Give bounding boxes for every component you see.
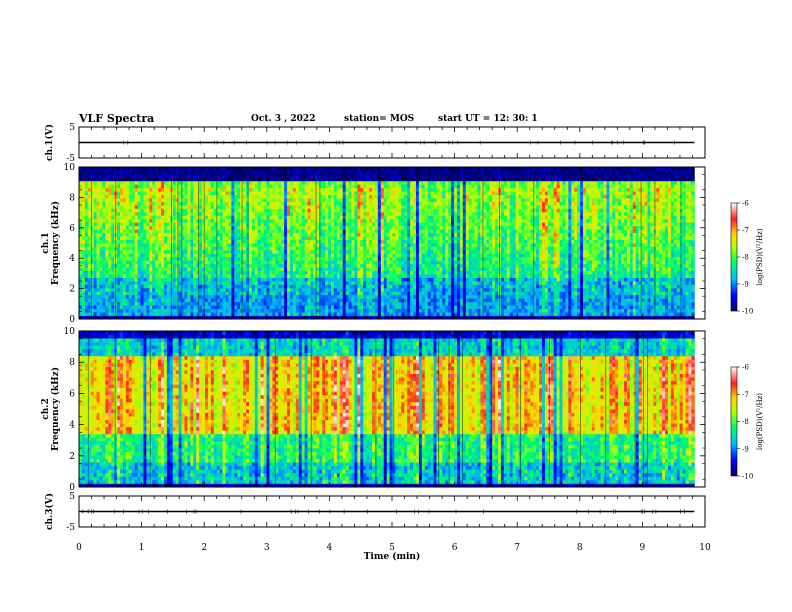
y-axis-label: Frequency (kHz) [50,367,61,451]
x-tick-label: 3 [264,543,270,553]
chart-title: VLF Spectra [79,112,155,125]
colorbar-tick-label: -8 [742,254,749,262]
x-tick-label: 0 [76,543,82,553]
colorbar [730,202,738,312]
colorbar-label: log(PSD)(V²/Hz) [756,393,764,450]
y-tick-label: 4 [69,254,75,264]
colorbar-tick-label: -9 [742,281,749,289]
y-tick-label: 2 [69,452,75,462]
colorbar-tick-label: -6 [742,364,749,372]
x-tick-label: 8 [577,543,583,553]
spectrogram-cells-ch1 [79,167,695,320]
y-tick-label: -5 [66,523,75,533]
x-tick-label: 6 [452,543,458,553]
y-tick-label: 10 [64,163,76,173]
colorbar-tick-label: -10 [742,308,753,316]
spectrogram-cells-ch2 [79,331,695,488]
y-tick-label: -5 [66,154,75,164]
header-date: Oct. 3 , 2022 [251,114,316,124]
y-tick-label: 5 [69,123,75,133]
y-tick-label: 4 [69,421,75,431]
colorbar-tick-label: -9 [742,445,749,453]
colorbar [730,366,738,477]
y-axis-label: Frequency (kHz) [50,201,61,285]
y-tick-label: 8 [69,193,75,203]
x-tick-label: 10 [699,543,711,553]
colorbar-tick-label: -10 [742,473,753,481]
y-tick-label: 6 [69,224,75,234]
colorbar-tick-label: -7 [742,391,749,399]
y-tick-label: 0 [69,315,75,325]
x-axis-label: Time (min) [364,551,421,562]
x-tick-label: 1 [139,543,145,553]
y-axis-channel-label: ch.2 [41,398,51,419]
y-tick-label: 2 [69,285,75,295]
x-tick-label: 7 [514,543,520,553]
y-tick-label: 6 [69,389,75,399]
x-tick-label: 2 [201,543,207,553]
colorbar-tick-label: -6 [742,200,749,208]
y-tick-label: 0 [69,483,75,493]
header-start-time: start UT = 12: 30: 1 [438,114,538,124]
y-axis-label: ch.3(V) [44,493,55,530]
y-tick-label: 10 [64,327,76,337]
colorbar-tick-label: -7 [742,227,749,235]
y-tick-label: 8 [69,358,75,368]
x-tick-label: 4 [327,543,333,553]
y-axis-channel-label: ch.1 [41,232,51,253]
x-tick-label: 9 [640,543,646,553]
colorbar-tick-label: -8 [742,418,749,426]
colorbar-label: log(PSD)(V²/Hz) [756,228,764,285]
header-station: station= MOS [344,114,415,124]
y-tick-label: 5 [69,492,75,502]
x-tick-label: 5 [389,543,395,553]
y-axis-label: ch.1(V) [44,124,55,161]
